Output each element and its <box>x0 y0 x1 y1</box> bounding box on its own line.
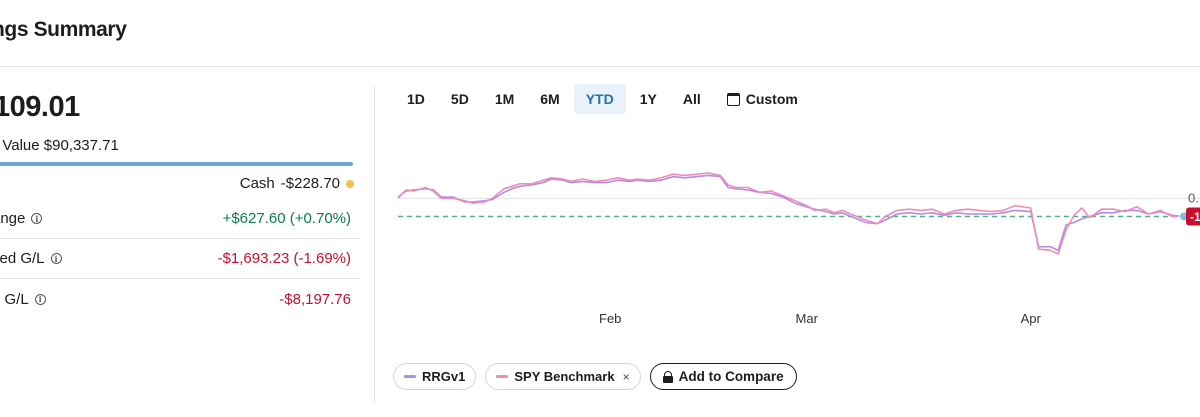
lock-icon <box>662 370 673 383</box>
tab-6m[interactable]: 6M <box>540 91 560 107</box>
cash-row: Cash -$228.70 <box>240 175 354 192</box>
cash-label: Cash <box>239 175 275 192</box>
info-icon[interactable]: i <box>50 253 62 264</box>
unrealized-gl-row: d G/L i -$8,197.76 <box>0 279 360 319</box>
tab-5d[interactable]: 5D <box>450 91 469 107</box>
unrealized-gl-value: -$8,197.76 <box>279 290 351 308</box>
x-tick-label-apr: Apr <box>1021 311 1042 326</box>
calendar-icon <box>726 92 740 106</box>
allocation-bar <box>0 162 353 166</box>
add-to-compare-button[interactable]: Add to Compare <box>649 363 797 390</box>
performance-chart: 0. -1 Feb Mar Apr <box>376 130 1200 340</box>
legend-rrgv1-label: RRGv1 <box>422 369 466 384</box>
market-value-line: t Value $90,337.71 <box>0 137 119 154</box>
chart-svg: 0. -1 Feb Mar Apr <box>397 172 1200 326</box>
realized-gl-row: zed G/L i -$1,693.23 (-1.69%) <box>0 239 360 279</box>
close-icon[interactable]: × <box>622 369 630 384</box>
day-change-label: ange <box>0 210 26 227</box>
range-tabs: 1D 5D 1M 6M YTD 1Y All Custom <box>395 84 810 114</box>
legend-chip-rrgv1[interactable]: RRGv1 <box>393 363 477 390</box>
end-value-label: -1 <box>1190 210 1200 224</box>
y-tick-label: 0. <box>1188 190 1199 205</box>
page-header: ngs Summary <box>0 0 1200 67</box>
market-value-label: t Value <box>0 137 40 154</box>
add-to-compare-label: Add to Compare <box>678 369 784 384</box>
market-value-amount: $90,337.71 <box>43 137 119 154</box>
info-icon[interactable]: i <box>31 213 43 224</box>
end-value-badge <box>1186 207 1200 226</box>
page-title: ngs Summary <box>0 18 127 41</box>
series-line-spy <box>397 172 1185 255</box>
holdings-summary-panel: 109.01 t Value $90,337.71 Cash -$228.70 … <box>0 67 374 417</box>
legend-spy-label: SPY Benchmark <box>514 369 615 384</box>
x-tick-label-mar: Mar <box>796 311 819 326</box>
cash-value: -$228.70 <box>280 175 340 192</box>
total-value: 109.01 <box>0 91 80 123</box>
rrgv1-swatch-icon <box>404 375 416 378</box>
realized-gl-label: zed G/L <box>0 250 45 267</box>
legend-chip-spy[interactable]: SPY Benchmark × <box>485 363 641 390</box>
spy-swatch-icon <box>496 375 509 378</box>
tab-ytd[interactable]: YTD <box>573 84 626 114</box>
tab-custom[interactable]: Custom <box>715 84 810 114</box>
panel-divider <box>374 86 375 404</box>
day-change-row: ange i +$627.60 (+0.70%) <box>0 199 360 239</box>
tab-all[interactable]: All <box>682 91 701 107</box>
chart-legend: RRGv1 SPY Benchmark × Add to Compare <box>393 363 797 390</box>
tab-1y[interactable]: 1Y <box>639 91 657 107</box>
tab-1d[interactable]: 1D <box>407 91 425 107</box>
unrealized-gl-label: d G/L <box>0 290 29 308</box>
info-icon[interactable]: i <box>34 293 46 305</box>
x-tick-label-feb: Feb <box>599 311 621 326</box>
cash-dot-icon <box>346 179 354 188</box>
series-line-rrgv1 <box>397 174 1185 252</box>
realized-gl-value: -$1,693.23 (-1.69%) <box>217 250 351 267</box>
tab-custom-label: Custom <box>745 91 798 107</box>
day-change-value: +$627.60 (+0.70%) <box>222 210 351 227</box>
tab-1m[interactable]: 1M <box>494 91 515 107</box>
